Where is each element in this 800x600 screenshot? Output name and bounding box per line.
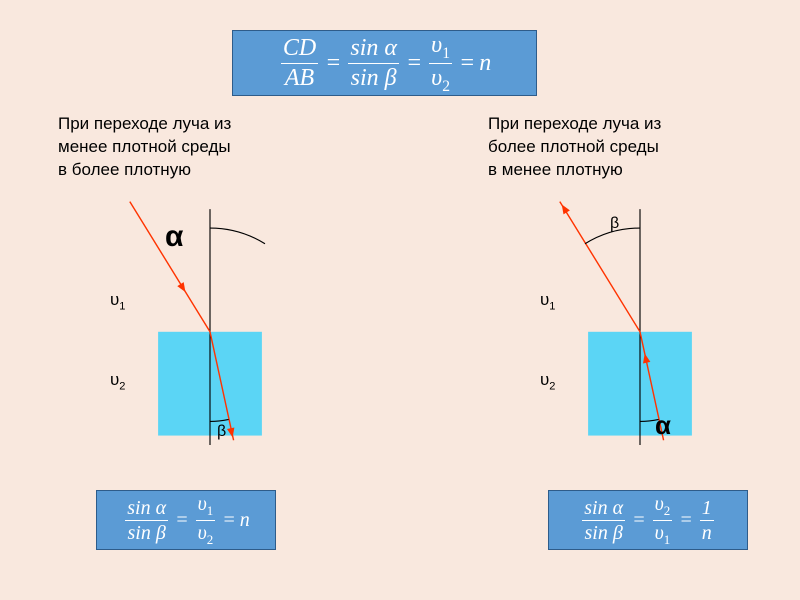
- v2-label: υ2: [110, 370, 125, 392]
- right-refraction-diagram: α β υ1 υ2: [530, 195, 750, 445]
- frac-cd-ab: CD AB: [281, 35, 318, 91]
- alpha-label: α: [655, 410, 671, 441]
- right-caption: При переходе луча из более плотной среды…: [488, 113, 661, 182]
- left-formula-box: sin α sin β = υ1 υ2 = n: [96, 490, 276, 550]
- left-caption: При переходе луча из менее плотной среды…: [58, 113, 231, 182]
- v2-label: υ2: [540, 370, 555, 392]
- beta-label: β: [217, 423, 226, 441]
- left-refraction-diagram: α β υ1 υ2: [100, 195, 320, 445]
- v1-label: υ1: [540, 290, 555, 312]
- frac-sin: sin α sin β: [348, 35, 399, 91]
- v1-label: υ1: [110, 290, 125, 312]
- cd: CD: [281, 35, 318, 61]
- top-formula-box: CD AB = sin α sin β = υ1 υ2 = n: [232, 30, 537, 96]
- ab: AB: [283, 65, 316, 91]
- frac-v: υ1 υ2: [429, 32, 452, 95]
- beta-label: β: [610, 215, 619, 233]
- equals: =: [325, 50, 341, 77]
- right-formula-box: sin α sin β = υ2 υ1 = 1 n: [548, 490, 748, 550]
- alpha-label: α: [165, 220, 183, 254]
- rhs-n: n: [479, 50, 491, 77]
